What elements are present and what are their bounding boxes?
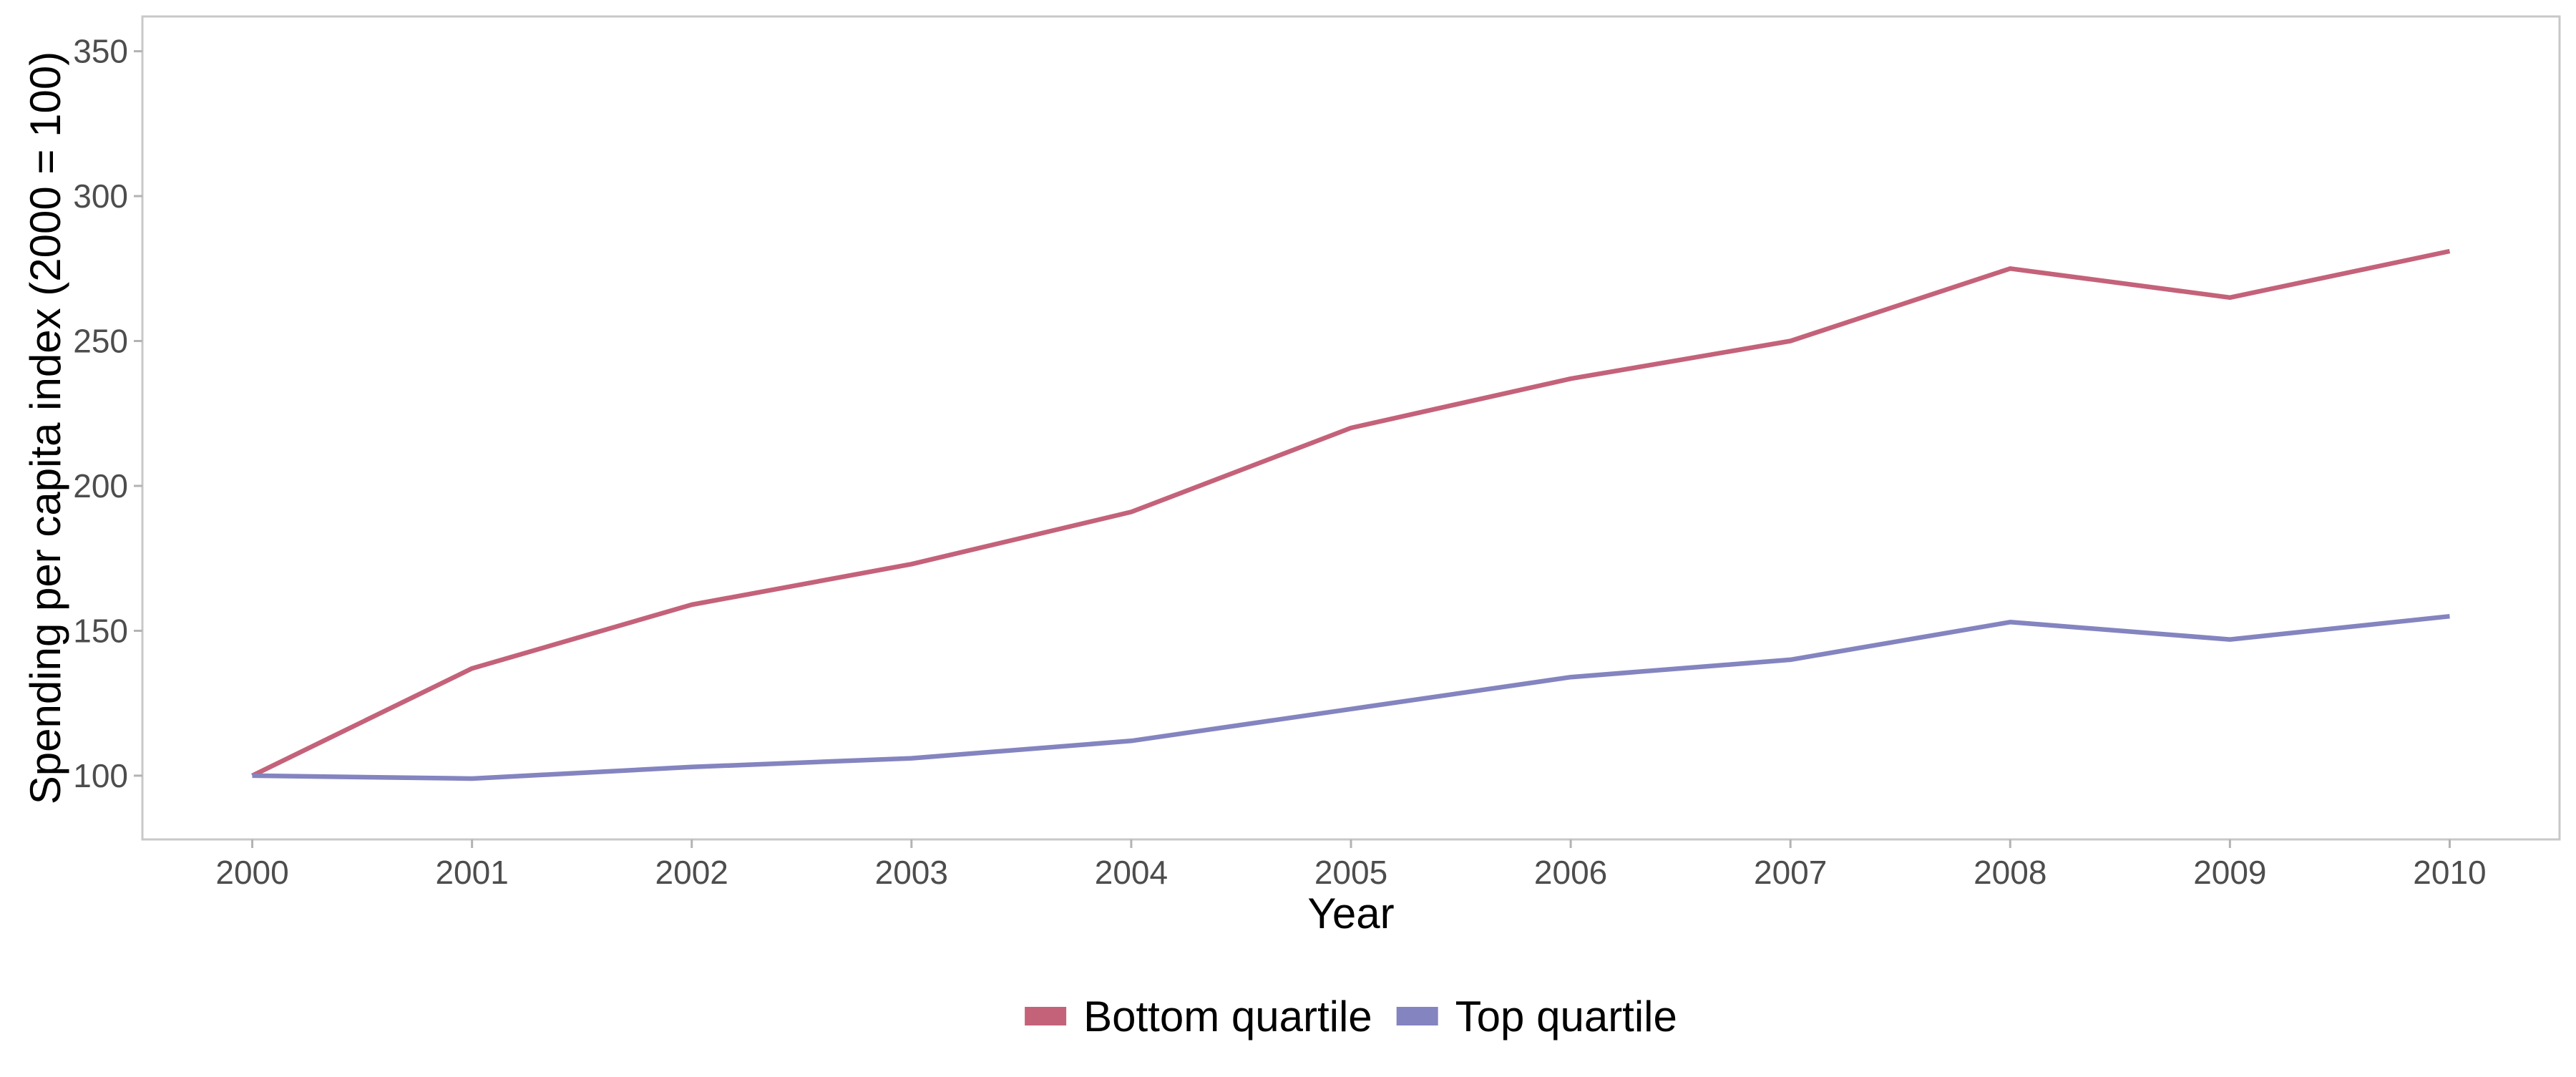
x-axis: 2000 2001 2002 2003 2004 2005 2006 2007 2008 2009…: [215, 839, 2487, 891]
x-tick-label: 2006: [1534, 854, 1607, 891]
y-axis: 100 150 200 250 300 350: [73, 33, 142, 794]
x-tick-label: 2002: [655, 854, 728, 891]
legend-label: Bottom quartile: [1083, 993, 1372, 1041]
y-tick-label: 100: [73, 757, 128, 794]
x-tick-label: 2004: [1095, 854, 1168, 891]
legend-item: Top quartile: [1396, 993, 1677, 1041]
y-tick-label: 350: [73, 33, 128, 70]
x-tick-label: 2003: [875, 854, 948, 891]
x-tick-label: 2009: [2193, 854, 2266, 891]
x-tick-label: 2008: [1974, 854, 2046, 891]
y-tick-label: 250: [73, 323, 128, 360]
y-tick-label: 200: [73, 467, 128, 505]
x-tick-label: 2001: [435, 854, 508, 891]
legend: Bottom quartile Top quartile: [1025, 993, 1677, 1041]
legend-key: [1396, 1007, 1438, 1025]
y-tick-label: 150: [73, 612, 128, 649]
x-tick-label: 2005: [1314, 854, 1387, 891]
x-axis-title: Year: [1307, 890, 1394, 937]
series-line-top-quartile: [252, 613, 2450, 781]
legend-key: [1025, 1007, 1067, 1025]
legend-item: Bottom quartile: [1025, 993, 1372, 1041]
x-tick-label: 2010: [2413, 854, 2486, 891]
series-layer: [251, 248, 2451, 781]
legend-label: Top quartile: [1455, 993, 1677, 1041]
x-tick-label: 2000: [215, 854, 288, 891]
x-tick-label: 2007: [1754, 854, 1827, 891]
y-axis-title: Spending per capita index (2000 = 100): [21, 52, 69, 804]
y-tick-label: 300: [73, 177, 128, 215]
series-line-bottom-quartile: [251, 248, 2451, 778]
